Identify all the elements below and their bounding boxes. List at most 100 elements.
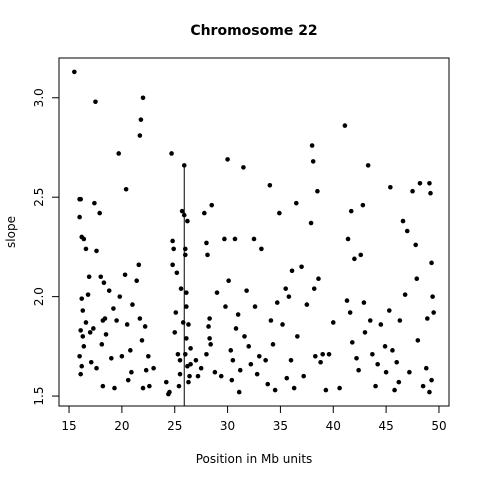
point bbox=[311, 286, 317, 291]
point bbox=[123, 186, 129, 192]
point bbox=[184, 290, 189, 295]
point bbox=[183, 252, 188, 258]
point bbox=[87, 330, 93, 335]
point bbox=[226, 278, 231, 284]
point bbox=[342, 123, 348, 128]
point bbox=[337, 385, 342, 391]
point bbox=[367, 318, 373, 323]
point bbox=[237, 367, 243, 373]
point bbox=[166, 391, 171, 397]
point bbox=[174, 270, 180, 276]
point bbox=[184, 336, 189, 341]
point bbox=[259, 246, 264, 252]
point bbox=[102, 316, 108, 321]
point bbox=[78, 371, 83, 377]
point bbox=[183, 351, 188, 357]
point bbox=[100, 383, 106, 389]
point bbox=[83, 320, 89, 325]
point bbox=[147, 383, 152, 389]
point bbox=[177, 371, 183, 377]
point bbox=[103, 332, 109, 337]
point bbox=[291, 385, 297, 391]
point bbox=[208, 342, 213, 347]
point bbox=[94, 365, 99, 371]
x-tick-label: 30 bbox=[220, 419, 235, 433]
point bbox=[386, 308, 392, 313]
point bbox=[81, 236, 87, 242]
point bbox=[109, 355, 114, 361]
point bbox=[417, 180, 423, 186]
x-tick-label: 45 bbox=[378, 419, 393, 433]
point bbox=[129, 369, 134, 375]
point bbox=[263, 357, 268, 363]
point bbox=[230, 357, 236, 363]
point bbox=[301, 373, 306, 379]
point bbox=[414, 276, 420, 282]
point bbox=[130, 302, 135, 307]
point bbox=[212, 369, 218, 375]
point bbox=[267, 182, 273, 188]
point bbox=[256, 353, 262, 359]
point bbox=[193, 357, 199, 363]
point bbox=[390, 348, 395, 353]
point bbox=[183, 246, 188, 252]
point bbox=[382, 344, 388, 349]
point bbox=[397, 318, 403, 323]
point bbox=[415, 338, 421, 343]
point bbox=[356, 367, 361, 373]
point bbox=[171, 246, 176, 252]
point bbox=[286, 294, 292, 299]
point bbox=[268, 318, 274, 323]
point bbox=[112, 385, 117, 391]
point bbox=[106, 288, 112, 293]
point bbox=[378, 322, 384, 327]
point bbox=[80, 334, 86, 339]
point bbox=[254, 371, 260, 377]
point bbox=[358, 252, 364, 258]
point bbox=[177, 357, 183, 363]
point bbox=[99, 342, 105, 347]
point bbox=[365, 163, 371, 168]
point bbox=[404, 228, 410, 234]
point bbox=[139, 338, 145, 343]
point bbox=[428, 190, 433, 196]
y-tick-label: 3.0 bbox=[32, 88, 46, 107]
point bbox=[97, 210, 102, 216]
point bbox=[431, 310, 436, 315]
point bbox=[81, 344, 87, 349]
point bbox=[98, 274, 104, 280]
point bbox=[427, 180, 432, 186]
point bbox=[288, 357, 294, 363]
point bbox=[93, 99, 98, 105]
point bbox=[198, 365, 204, 371]
point bbox=[299, 264, 304, 270]
y-tick-label: 2.5 bbox=[32, 188, 46, 207]
point bbox=[293, 200, 299, 206]
point bbox=[361, 300, 367, 305]
point bbox=[304, 302, 310, 307]
point bbox=[394, 359, 399, 365]
point bbox=[176, 383, 182, 389]
point bbox=[313, 353, 318, 359]
point bbox=[272, 387, 278, 393]
point bbox=[181, 163, 187, 168]
point bbox=[138, 117, 144, 122]
x-tick-label: 20 bbox=[114, 419, 129, 433]
point bbox=[124, 322, 130, 327]
point bbox=[310, 159, 316, 164]
point bbox=[235, 312, 241, 317]
point bbox=[347, 310, 353, 315]
point bbox=[354, 355, 359, 361]
point bbox=[163, 379, 169, 385]
point bbox=[283, 286, 289, 291]
x-tick-label: 35 bbox=[273, 419, 288, 433]
point bbox=[77, 353, 82, 359]
point bbox=[348, 208, 354, 214]
y-tick-label: 1.5 bbox=[32, 387, 46, 406]
point bbox=[345, 236, 351, 242]
point bbox=[173, 310, 179, 315]
point bbox=[170, 238, 175, 244]
point bbox=[274, 300, 280, 305]
point bbox=[252, 304, 258, 309]
